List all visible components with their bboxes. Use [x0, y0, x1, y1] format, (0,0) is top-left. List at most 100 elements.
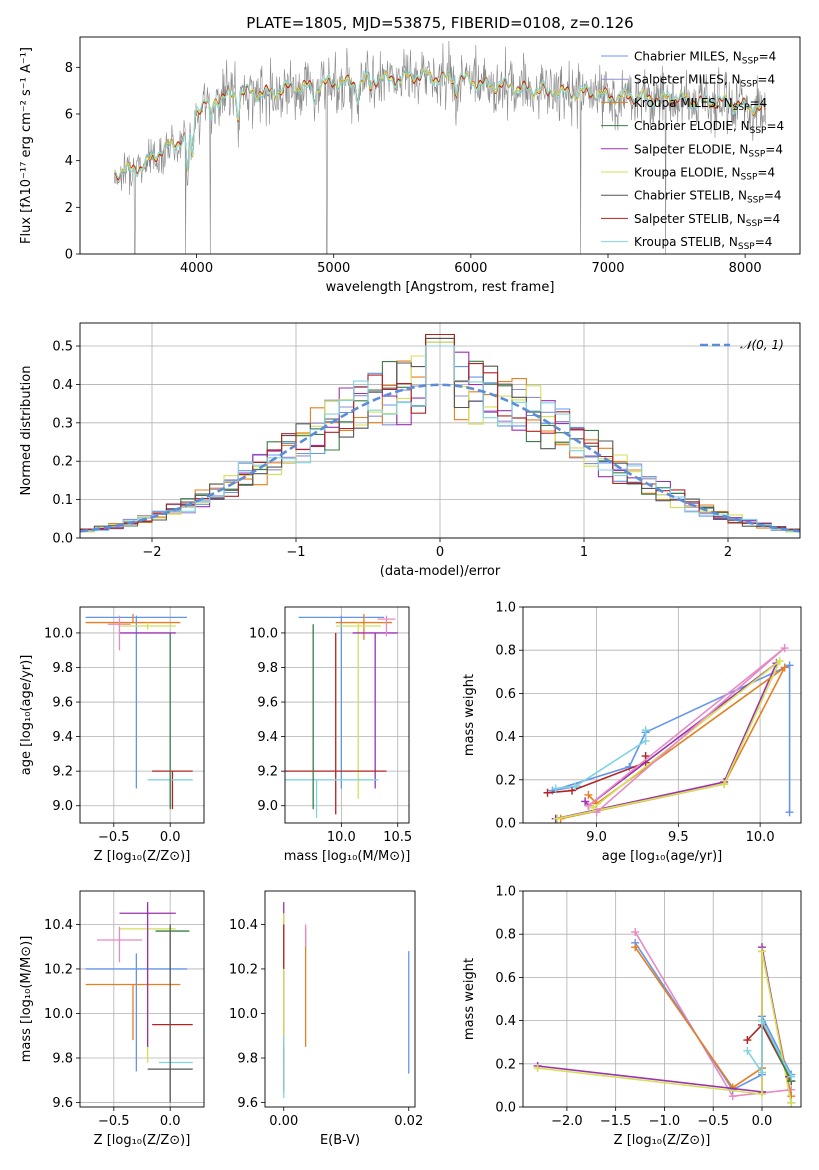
weight_vs_z-xlabel: Z [log₁₀(Z/Z⊙)]	[614, 1133, 711, 1148]
mass_vs_z-xtick-label: 0.0	[160, 1114, 181, 1129]
spectrum-panel: 4000 5000 6000 7000 8000 0 2 4 6 8 wavelength [Ang…	[19, 36, 801, 295]
weight_vs_z-point	[631, 928, 640, 937]
mass_vs_z-ytick-label: 10.4	[44, 918, 73, 933]
age_vs_z-ytick-label: 9.2	[52, 765, 73, 780]
mass_vs_ebv-plot-area	[283, 902, 410, 1099]
weight_vs_z-ytick-label: 0.6	[495, 971, 516, 986]
spectrum-ytick-label: 2	[65, 201, 73, 216]
age_vs_z-ytick-label: 10.0	[44, 626, 73, 641]
weight_vs_z-ytick-label: 0.2	[495, 1057, 516, 1072]
mass_vs_z-ytick-label: 10.0	[44, 1007, 73, 1022]
mass_vs_ebv-ytick-label: 10.2	[229, 962, 258, 977]
spectrum-xtick-label: 5000	[317, 261, 350, 276]
weight_vs_age-panel: 9.0 9.5 10.0 0.0 0.2 0.4 0.6 0.8 1.0 age [log₁₀(a…	[462, 601, 802, 864]
weight_vs_age-point	[589, 803, 598, 812]
legend-label: Salpeter ELODIE, NSSP=4	[634, 142, 783, 159]
age_vs_mass-ytick-label: 9.4	[257, 730, 278, 745]
mass_vs_ebv-ytick-label: 9.6	[237, 1096, 258, 1111]
legend-label-main: Kroupa STELIB, N	[634, 235, 738, 249]
normal-curve	[80, 383, 800, 533]
age_vs_mass-ytick-label: 9.6	[257, 696, 278, 711]
weight_vs_age-xlabel: age [log₁₀(age/yr)]	[602, 849, 723, 864]
legend-label-tail: =4	[766, 119, 784, 133]
legend-label-sub: SSP	[733, 103, 750, 113]
legend-label-tail: =4	[764, 189, 782, 203]
panels: 4000 5000 6000 7000 8000 0 2 4 6 8 wavelength [Ang…	[19, 36, 802, 1148]
residuals-ytick-label: 0.2	[52, 455, 73, 470]
spectrum-model-line	[114, 69, 766, 179]
legend-label-main: Chabrier ELODIE, N	[634, 119, 750, 133]
weight_vs_z-ytick-label: 0.4	[495, 1014, 516, 1029]
weight_vs_z-plot-area	[533, 928, 796, 1107]
spectrum-ytick-label: 6	[65, 108, 73, 123]
residuals-xlabel: (data-model)/error	[380, 564, 501, 579]
spectrum-xtick-label: 6000	[454, 261, 487, 276]
weight_vs_age-point	[584, 801, 593, 810]
weight_vs_age-point	[641, 736, 650, 745]
legend-label-tail: =4	[757, 166, 775, 180]
residuals-xtick-label: 1	[580, 545, 588, 560]
age_vs_z-ylabel: age [log₁₀(age/yr)]	[19, 655, 34, 776]
residuals-ytick-label: 0.4	[52, 378, 73, 393]
legend-label: Salpeter STELIB, NSSP=4	[634, 212, 780, 229]
legend-label-main: Chabrier STELIB, N	[634, 189, 747, 203]
legend-label-sub: SSP	[747, 196, 764, 206]
weight_vs_z-xtick-label: −1.0	[649, 1114, 681, 1129]
weight_vs_z-panel: −2.0 −1.5 −1.0 −0.5 0.0 0.0 0.2 0.4 0.6 0.8 1.0 Z […	[462, 885, 802, 1148]
weight_vs_age-frame	[522, 606, 802, 824]
mass_vs_ebv-panel: 0.00 0.02 9.6 9.8 10.0 10.2 10.4 E(B-V)	[229, 890, 423, 1148]
weight_vs_age-point	[592, 808, 601, 817]
legend-label: Chabrier MILES, NSSP=4	[634, 50, 776, 67]
weight_vs_age-point	[775, 657, 784, 665]
age_vs_mass-panel: 10.0 10.5 9.0 9.2 9.4 9.6 9.8 10.0 mass [log₁₀(M…	[249, 606, 412, 864]
legend-label-sub: SSP	[746, 219, 763, 229]
weight_vs_z-ytick-label: 0.8	[495, 928, 516, 943]
weight_vs_age-point	[581, 797, 590, 806]
mass_vs_z-ytick-label: 10.2	[44, 962, 73, 977]
weight_vs_z-point	[757, 947, 766, 956]
age_vs_z-frame	[79, 606, 205, 824]
legend-label: Kroupa STELIB, NSSP=4	[634, 235, 772, 252]
weight_vs_age-point	[780, 644, 789, 653]
legend-label-tail: =4	[765, 142, 783, 156]
spectrum-model-line	[114, 69, 766, 181]
legend-label-sub: SSP	[741, 173, 758, 183]
weight_vs_age-series-6	[555, 730, 647, 790]
residuals-frame	[79, 322, 801, 539]
weight_vs_z-frame	[522, 890, 802, 1108]
weight_vs_age-series-3	[560, 666, 786, 820]
mass_vs_z-panel: −0.5 0.0 9.6 9.8 10.0 10.2 10.4 Z [log₁₀(Z/Z⊙)]…	[19, 890, 205, 1148]
mass_vs_ebv-ytick-label: 9.8	[237, 1052, 258, 1067]
spectrum-xtick-label: 4000	[180, 261, 213, 276]
age_vs_mass-xtick-label: 10.0	[327, 830, 356, 845]
residuals-ylabel: Normed distribution	[19, 366, 34, 496]
legend-label-main: Salpeter MILES, N	[634, 73, 741, 87]
weight_vs_age-point	[568, 786, 577, 795]
weight_vs_age-ytick-label: 0.4	[495, 730, 516, 745]
residual-histogram-5	[80, 341, 800, 533]
weight_vs_age-xtick-label: 9.5	[668, 830, 689, 845]
weight_vs_z-xtick-label: −0.5	[697, 1114, 729, 1129]
spectrum-ytick-label: 8	[65, 61, 73, 76]
legend-label-main: Kroupa MILES, N	[634, 96, 733, 110]
mass_vs_ebv-xlabel: E(B-V)	[320, 1133, 360, 1148]
age_vs_z-ytick-label: 9.4	[52, 730, 73, 745]
weight_vs_z-point	[533, 1064, 542, 1073]
legend-label-main: Salpeter ELODIE, N	[634, 142, 748, 156]
weight_vs_age-point	[785, 808, 794, 817]
residuals-xtick-label: −2	[142, 545, 161, 560]
weight_vs_age-point	[720, 780, 729, 789]
legend-label: Chabrier STELIB, NSSP=4	[634, 189, 782, 206]
legend-label-main: Chabrier MILES, N	[634, 50, 742, 64]
weight_vs_z-ytick-label: 0.0	[495, 1101, 516, 1116]
legend-label: Salpeter MILES, NSSP=4	[634, 73, 775, 90]
weight_vs_z-xtick-label: 0.0	[752, 1114, 773, 1129]
legend-label-tail: =4	[759, 50, 777, 64]
spectrum-xtick-label: 7000	[591, 261, 624, 276]
spectrum-ylabel: Flux [fλ10⁻¹⁷ erg cm⁻² s⁻¹ A⁻¹]	[19, 47, 34, 244]
legend-label: Kroupa MILES, NSSP=4	[634, 96, 767, 113]
mass_vs_z-ytick-label: 9.6	[52, 1096, 73, 1111]
weight_vs_age-point	[571, 782, 580, 791]
